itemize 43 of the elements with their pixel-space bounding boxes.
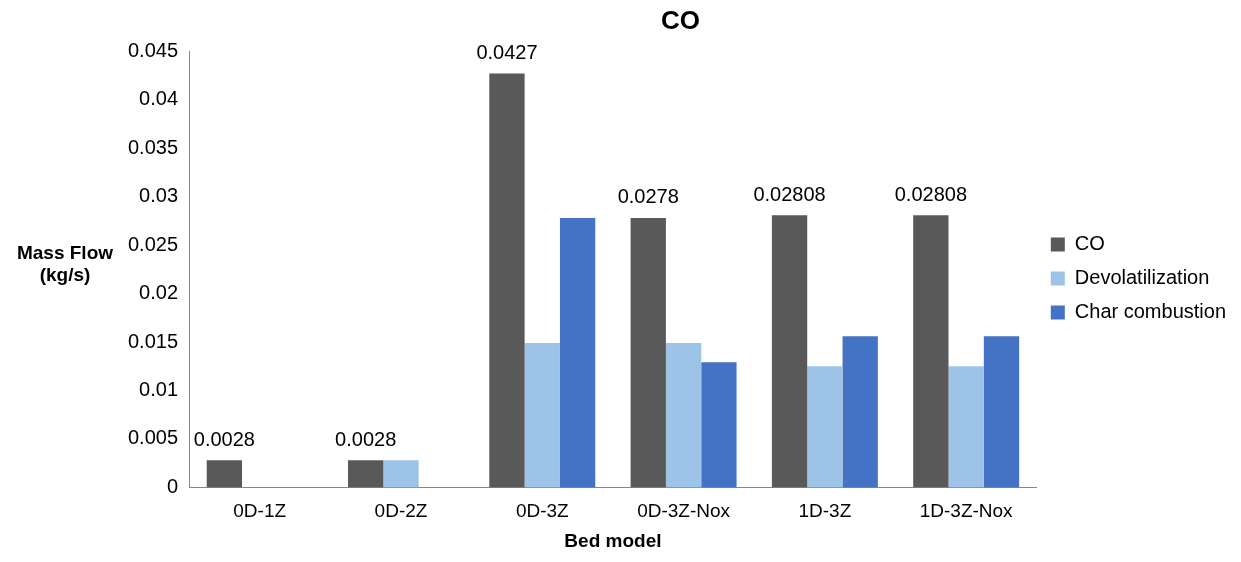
bar [771,215,808,488]
y-tick-label: 0.045 [127,38,179,61]
data-label: 0.0028 [193,427,255,450]
x-tick-label: 1D-3Z [798,500,852,522]
y-tick-label: 0.02 [139,281,179,304]
y-tick-label: 0.015 [127,329,179,352]
chart-title: CO [661,4,700,35]
y-tick-label: 0.025 [127,232,179,255]
y-tick-label: 0.03 [139,184,179,207]
bar [206,460,243,488]
bar [701,362,737,488]
y-tick-label: 0.035 [127,135,179,158]
bar [842,336,878,488]
x-tick-label: 0D-3Z [515,500,570,522]
legend-label: CO [1074,232,1105,255]
legend-label: Devolatilization [1074,266,1210,289]
x-axis-title: Bed model [564,529,662,551]
legend-label: Char combustion [1074,300,1227,323]
y-tick-label: 0.005 [127,426,179,449]
y-tick-label: 0 [166,474,179,497]
y-axis-title: Mass Flow (kg/s) [15,242,115,286]
bar [489,73,525,488]
bar [807,366,843,488]
bar [948,366,984,488]
data-label: 0.02808 [894,182,967,205]
data-label: 0.02808 [753,182,826,205]
data-label: 0.0427 [476,41,538,64]
bar [983,336,1020,488]
bar [348,460,384,488]
data-label: 0.0278 [617,185,679,208]
bar [665,342,702,488]
x-tick-label: 0D-3Z-Nox [637,500,731,522]
x-tick-label: 0D-1Z [233,500,287,522]
bar [383,460,419,488]
y-tick-label: 0.01 [139,377,179,400]
bar [559,217,596,488]
data-label: 0.0028 [335,427,397,450]
bar [630,217,666,488]
x-tick-label: 0D-2Z [374,500,428,522]
bar [913,215,949,488]
y-tick-label: 0.04 [139,87,179,110]
x-tick-label: 1D-3Z-Nox [919,500,1014,522]
bar [524,342,560,488]
